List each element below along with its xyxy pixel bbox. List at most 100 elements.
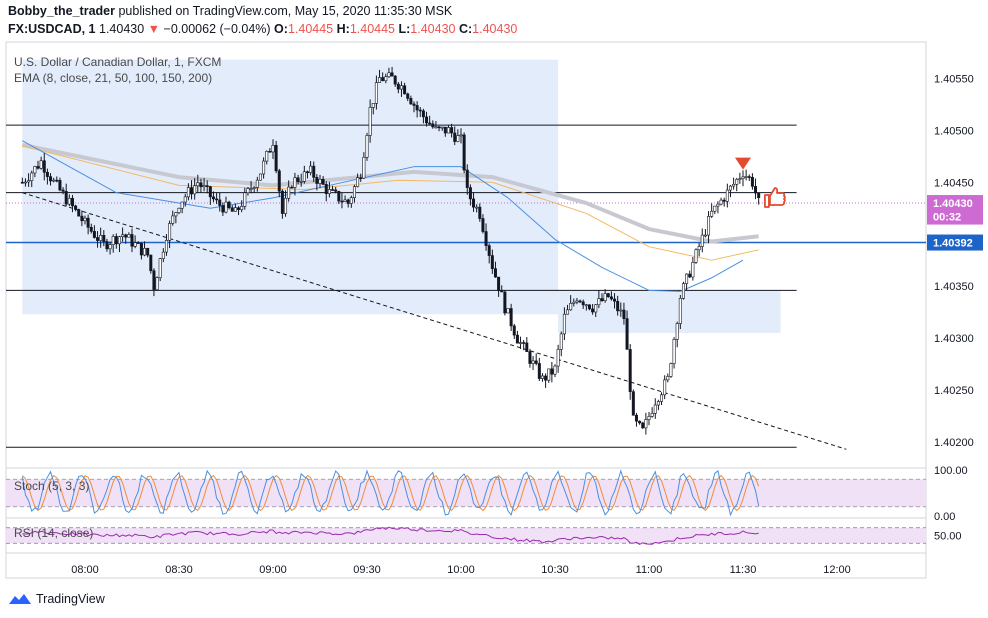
candle-body bbox=[591, 308, 595, 313]
ema-legend: EMA (8, close, 21, 50, 100, 150, 200) bbox=[14, 71, 212, 85]
candle-body bbox=[208, 186, 212, 198]
candle-body bbox=[99, 235, 103, 241]
ohlc-bar: FX:USDCAD, 1 1.40430 ▼ −0.00062 (−0.04%)… bbox=[8, 22, 517, 36]
candle-body bbox=[728, 185, 732, 191]
candle-body bbox=[678, 298, 682, 324]
candle-body bbox=[556, 349, 560, 367]
tradingview-brand[interactable]: TradingView bbox=[8, 592, 105, 606]
candle-body bbox=[108, 244, 112, 250]
candle-body bbox=[456, 135, 460, 142]
candle-body bbox=[362, 156, 366, 179]
candle-body bbox=[174, 212, 178, 217]
candle-body bbox=[446, 127, 450, 134]
x-tick-label: 12:00 bbox=[823, 564, 851, 576]
candle-body bbox=[202, 185, 206, 188]
candle-body bbox=[67, 197, 71, 205]
candle-body bbox=[431, 123, 435, 128]
candle-body bbox=[578, 300, 582, 303]
candle-body bbox=[547, 368, 551, 381]
candle-body bbox=[127, 234, 131, 238]
candle-body bbox=[641, 422, 645, 429]
candle-body bbox=[562, 313, 566, 335]
close-label: C: bbox=[458, 22, 473, 36]
candle-body bbox=[519, 342, 523, 344]
candle-body bbox=[133, 242, 137, 247]
candle-body bbox=[371, 102, 375, 108]
candle-body bbox=[725, 189, 729, 202]
candle-body bbox=[23, 181, 27, 184]
candle-body bbox=[490, 255, 494, 269]
candle-body bbox=[352, 186, 356, 198]
price-tag-label: 1.40430 bbox=[933, 198, 973, 210]
candle-body bbox=[634, 414, 638, 422]
x-tick-label: 09:30 bbox=[353, 564, 381, 576]
candle-body bbox=[544, 375, 548, 381]
candle-body bbox=[472, 198, 476, 208]
candle-body bbox=[218, 199, 222, 206]
stoch-k-line bbox=[21, 469, 760, 517]
candle-body bbox=[744, 176, 748, 178]
candle-body bbox=[111, 236, 115, 245]
candle-body bbox=[475, 206, 479, 209]
candle-body bbox=[374, 82, 378, 104]
y-tick-label: 1.40450 bbox=[934, 177, 974, 189]
candle-body bbox=[158, 258, 162, 279]
candle-body bbox=[600, 298, 604, 302]
candle-body bbox=[700, 234, 704, 247]
candle-body bbox=[70, 197, 74, 207]
candle-body bbox=[440, 126, 444, 129]
candle-body bbox=[393, 75, 397, 85]
y-tick-label: 1.40200 bbox=[934, 437, 974, 449]
candle-body bbox=[625, 318, 629, 350]
horizontal-levels[interactable] bbox=[6, 124, 926, 450]
instrument-legend: U.S. Dollar / Canadian Dollar, 1, FXCM bbox=[14, 55, 221, 69]
candle-body bbox=[196, 182, 200, 187]
candle-body bbox=[537, 363, 541, 379]
candle-body bbox=[252, 187, 256, 189]
candle-body bbox=[412, 103, 416, 106]
rsi-tick-label: 50.00 bbox=[934, 531, 962, 543]
publish-text: published on TradingView.com, May 15, 20… bbox=[118, 4, 453, 18]
candle-body bbox=[45, 171, 49, 177]
candle-body bbox=[331, 189, 335, 191]
candle-body bbox=[459, 134, 463, 137]
candle-body bbox=[152, 270, 156, 290]
y-tick-label: 1.40500 bbox=[934, 125, 974, 137]
candle-body bbox=[346, 199, 350, 204]
candle-body bbox=[312, 165, 316, 178]
rsi-band bbox=[6, 527, 926, 544]
stoch-tick-label: 0.00 bbox=[934, 511, 955, 523]
candle-body bbox=[747, 176, 751, 178]
candle-body bbox=[42, 160, 46, 173]
candle-body bbox=[130, 234, 134, 247]
candle-body bbox=[255, 179, 259, 188]
author-name[interactable]: Bobby_the_trader bbox=[8, 4, 115, 18]
candle-body bbox=[421, 110, 425, 118]
thumbs-up-icon bbox=[764, 187, 786, 208]
candle-body bbox=[80, 215, 84, 222]
candle-body bbox=[522, 342, 526, 344]
candle-body bbox=[102, 235, 106, 242]
candle-body bbox=[515, 334, 519, 344]
candle-body bbox=[381, 77, 385, 82]
candle-body bbox=[719, 199, 723, 205]
candle-body bbox=[738, 178, 742, 180]
candle-body bbox=[669, 363, 673, 377]
candle-body bbox=[52, 179, 56, 182]
candle-body bbox=[443, 126, 447, 134]
candle-body bbox=[149, 254, 153, 272]
candle-body bbox=[540, 375, 544, 379]
oscillators bbox=[6, 469, 926, 545]
candle-body bbox=[327, 189, 331, 194]
high-value: 1.40445 bbox=[349, 22, 395, 36]
candle-body bbox=[609, 296, 613, 300]
y-tick-label: 1.40550 bbox=[934, 73, 974, 85]
candle-body bbox=[96, 237, 100, 241]
markers bbox=[735, 157, 786, 208]
candle-body bbox=[703, 234, 707, 237]
candle-body bbox=[387, 72, 391, 78]
candle-body bbox=[221, 205, 225, 213]
candle-body bbox=[321, 178, 325, 185]
candle-body bbox=[258, 173, 262, 181]
